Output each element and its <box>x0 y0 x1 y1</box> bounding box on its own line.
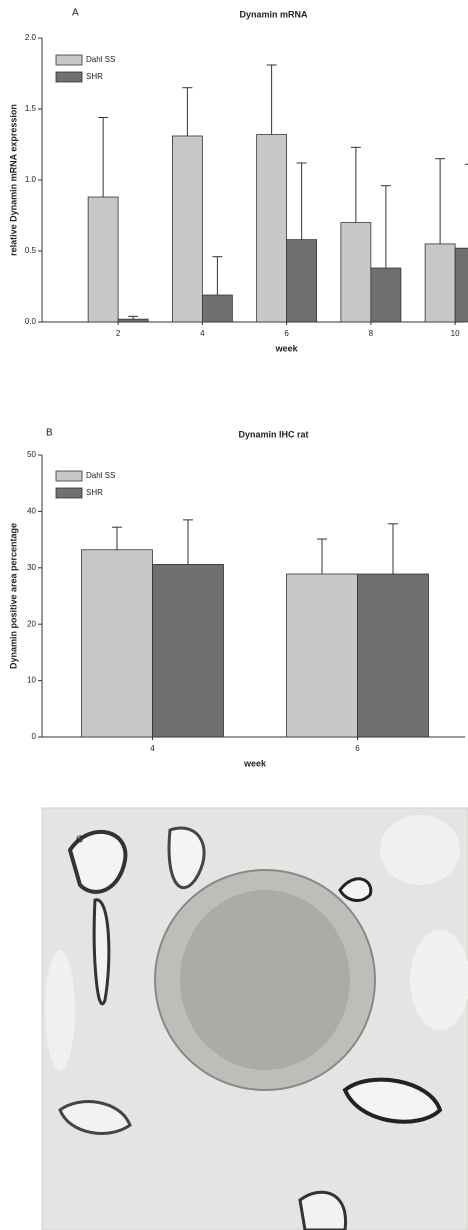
y-tick-label: 30 <box>27 563 36 572</box>
bar <box>256 134 288 323</box>
y-axis-label: Dynamin positive area percentage <box>8 523 18 669</box>
y-tick-label: 50 <box>27 450 36 459</box>
x-tick-label: 10 <box>451 329 460 338</box>
y-tick-label: 1.0 <box>25 175 37 184</box>
x-tick-label: 6 <box>355 744 360 753</box>
y-tick-label: 0.5 <box>25 246 37 255</box>
bar <box>201 294 233 323</box>
y-tick-label: 0.0 <box>25 317 37 326</box>
bar <box>340 222 372 323</box>
x-tick-label: 2 <box>116 329 121 338</box>
bar <box>454 247 468 323</box>
panel-label: C <box>76 835 83 846</box>
legend-swatch <box>55 470 83 482</box>
bar <box>357 573 429 738</box>
y-tick-label: 40 <box>27 507 36 516</box>
x-tick-label: 8 <box>369 329 374 338</box>
x-axis-label: week <box>275 343 299 353</box>
bar <box>424 243 456 323</box>
y-axis-label: relative Dynamin mRNA expression <box>8 104 18 256</box>
legend-swatch <box>55 54 83 66</box>
bar <box>370 267 402 323</box>
micrograph <box>41 807 468 1230</box>
bar <box>286 573 358 738</box>
bar <box>81 549 153 738</box>
legend-swatch <box>55 71 83 83</box>
chart-title: Dynamin mRNA <box>239 9 308 19</box>
bar <box>171 135 203 323</box>
y-tick-label: 2.0 <box>25 33 37 42</box>
y-tick-label: 0 <box>32 732 37 741</box>
panel-label: A <box>72 8 79 19</box>
y-tick-label: 10 <box>27 676 36 685</box>
x-tick-label: 4 <box>150 744 155 753</box>
legend-label: Dahl SS <box>86 55 115 64</box>
bar <box>286 239 318 323</box>
x-tick-label: 4 <box>200 329 205 338</box>
x-tick-label: 6 <box>284 329 289 338</box>
legend-swatch <box>55 487 83 499</box>
y-tick-label: 1.5 <box>25 104 37 113</box>
bar <box>152 564 224 738</box>
bar <box>117 318 149 323</box>
chart-title: Dynamin IHC rat <box>238 429 308 439</box>
bar <box>87 196 119 323</box>
x-axis-label: week <box>243 758 267 768</box>
legend-label: SHR <box>86 72 103 81</box>
y-tick-label: 20 <box>27 619 36 628</box>
legend-label: Dahl SS <box>86 471 115 480</box>
panel-label: B <box>46 428 53 439</box>
legend-label: SHR <box>86 488 103 497</box>
